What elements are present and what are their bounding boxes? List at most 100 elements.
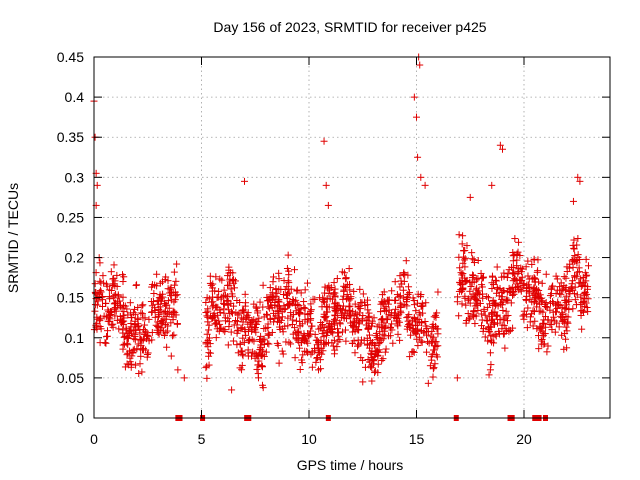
- data-point: [202, 298, 210, 306]
- data-point: [238, 307, 246, 315]
- data-point: [228, 386, 236, 394]
- data-point: [359, 378, 367, 386]
- data-point: [321, 289, 329, 297]
- data-point: [351, 349, 359, 357]
- data-point: [309, 295, 317, 303]
- data-point: [577, 282, 585, 290]
- data-point: [396, 283, 404, 291]
- data-point: [253, 351, 261, 359]
- data-point: [498, 293, 506, 301]
- data-point: [518, 273, 526, 281]
- data-point: [306, 327, 314, 335]
- data-point: [462, 277, 470, 285]
- data-point: [396, 336, 404, 344]
- data-point: [571, 290, 579, 298]
- data-point: [158, 324, 166, 332]
- data-point: [576, 177, 584, 185]
- data-point: [406, 353, 414, 361]
- data-point: [128, 314, 136, 322]
- data-point: [285, 279, 293, 287]
- data-point: [342, 274, 350, 282]
- data-point: [213, 325, 221, 333]
- data-point: [561, 305, 569, 313]
- data-point: [244, 320, 252, 328]
- data-point: [161, 307, 169, 315]
- data-point: [537, 324, 545, 332]
- data-point: [530, 275, 538, 283]
- data-point: [459, 259, 467, 267]
- data-point: [511, 235, 519, 243]
- data-point: [552, 290, 560, 298]
- data-point: [396, 272, 404, 280]
- data-point: [417, 173, 425, 181]
- grid-lines: [94, 57, 610, 418]
- data-point: [455, 231, 463, 239]
- data-point: [505, 328, 513, 336]
- data-point: [273, 339, 281, 347]
- data-point: [98, 296, 106, 304]
- data-point: [355, 320, 363, 328]
- data-point: [203, 330, 211, 338]
- data-point: [154, 318, 162, 326]
- data-point: [254, 307, 262, 315]
- data-point: [266, 284, 274, 292]
- data-point: [269, 273, 277, 281]
- data-point: [517, 268, 525, 276]
- data-point: [269, 289, 277, 297]
- data-point: [228, 309, 236, 317]
- data-point: [522, 296, 530, 304]
- data-point: [343, 281, 351, 289]
- data-point: [467, 293, 475, 301]
- data-point: [111, 305, 119, 313]
- data-point: [138, 302, 146, 310]
- data-point: [391, 278, 399, 286]
- data-point: [428, 350, 436, 358]
- data-point: [264, 339, 272, 347]
- data-point: [153, 326, 161, 334]
- data-point: [459, 270, 467, 278]
- x-tick-label: 0: [90, 431, 98, 447]
- data-point: [572, 272, 580, 280]
- data-point: [216, 320, 224, 328]
- data-point: [522, 310, 530, 318]
- data-point: [421, 181, 429, 189]
- data-point: [109, 280, 117, 288]
- data-point: [111, 312, 119, 320]
- data-point: [541, 340, 549, 348]
- data-point: [560, 273, 568, 281]
- data-point: [317, 345, 325, 353]
- data-point: [119, 293, 127, 301]
- data-point: [144, 349, 152, 357]
- data-point: [553, 304, 561, 312]
- data-point: [338, 328, 346, 336]
- data-point: [237, 325, 245, 333]
- data-point: [238, 366, 246, 374]
- data-point: [363, 334, 371, 342]
- data-point: [570, 244, 578, 252]
- data-point: [286, 300, 294, 308]
- data-point: [320, 137, 328, 145]
- data-point: [351, 300, 359, 308]
- data-point: [358, 299, 366, 307]
- data-point: [97, 279, 105, 287]
- data-point: [244, 337, 252, 345]
- data-point: [91, 307, 99, 315]
- data-point: [487, 309, 495, 317]
- data-point: [546, 299, 554, 307]
- data-point: [579, 281, 587, 289]
- data-point: [131, 321, 139, 329]
- data-point: [160, 299, 168, 307]
- data-point: [530, 297, 538, 305]
- data-point: [346, 312, 354, 320]
- data-point: [329, 342, 337, 350]
- data-point: [484, 294, 492, 302]
- data-point: [468, 255, 476, 263]
- data-point: [489, 273, 497, 281]
- data-point: [567, 284, 575, 292]
- data-point: [171, 288, 179, 296]
- data-point: [557, 290, 565, 298]
- data-point: [121, 363, 129, 371]
- data-point: [295, 338, 303, 346]
- data-point: [164, 297, 172, 305]
- data-point: [543, 348, 551, 356]
